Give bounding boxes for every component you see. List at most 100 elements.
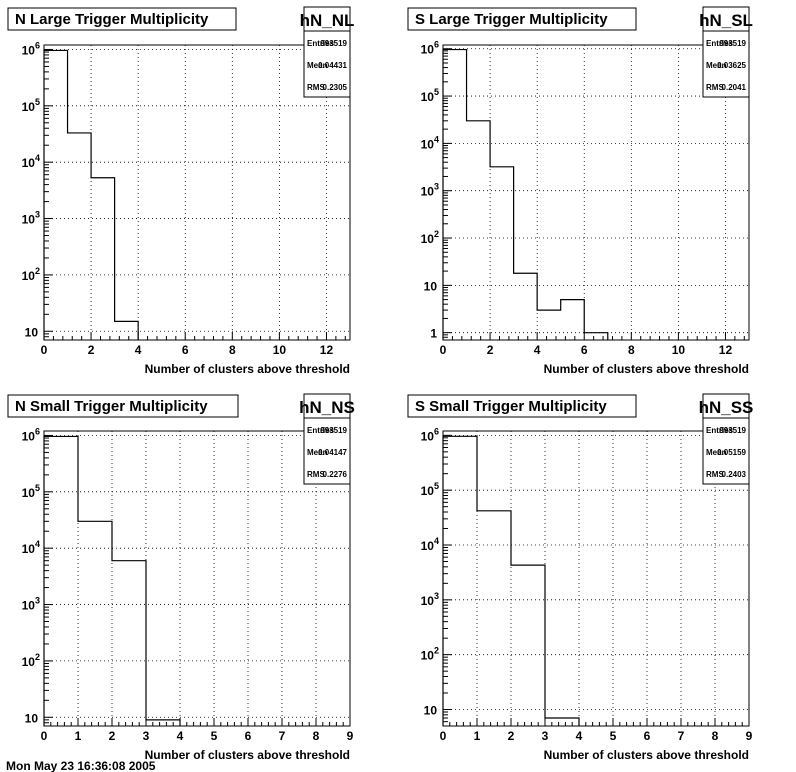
stats-entries-label: Entries: [307, 39, 335, 48]
y-tick-label: 105: [22, 97, 40, 114]
y-tick-label: 106: [22, 40, 40, 57]
stats-mean-label: Mean: [706, 61, 727, 70]
histogram-panel-4: 0 1 2 3 4 5 6 7 8 9 10 102 103 104 105 106 Number of clu…: [407, 393, 754, 762]
histogram-bin: [68, 133, 92, 340]
chart-title: S Large Trigger Multiplicity: [415, 11, 608, 28]
y-tick-label: 103: [22, 210, 40, 227]
histogram-bin: [443, 436, 477, 726]
y-tick-label: 102: [421, 646, 439, 663]
stats-rms-label: RMS: [706, 83, 724, 92]
stats-histogram-name: hN_NL: [300, 11, 355, 30]
stats-entries-value: 993519: [719, 39, 746, 48]
histogram-bin: [112, 561, 146, 726]
chart-title: N Large Trigger Multiplicity: [15, 11, 209, 28]
x-tick-label: 0: [440, 343, 447, 357]
stats-mean-label: Mean: [307, 61, 328, 70]
stats-entries-value: 993519: [320, 39, 347, 48]
histogram-bin: [115, 321, 139, 340]
x-tick-label: 7: [678, 729, 685, 743]
stats-entries-label: Entries: [706, 39, 734, 48]
histogram-panel-3: 0 1 2 3 4 5 6 7 8 9 10 102 103 104 105 106 Number of clu…: [7, 393, 355, 762]
x-tick-label: 6: [245, 729, 252, 743]
histogram-bin: [490, 167, 514, 340]
x-axis-label: Number of clusters above threshold: [145, 748, 350, 762]
x-tick-label: 4: [576, 729, 583, 743]
y-tick-label: 105: [22, 483, 40, 500]
x-tick-label: 3: [143, 729, 150, 743]
y-tick-label: 106: [421, 426, 439, 443]
stats-rms-label: RMS: [307, 83, 325, 92]
x-tick-label: 2: [487, 343, 494, 357]
histogram-bin: [584, 333, 608, 340]
title-box: [407, 394, 637, 418]
footer-timestamp: Mon May 23 16:36:08 2005: [6, 759, 156, 772]
histogram-bin: [537, 310, 561, 340]
y-tick-label: 106: [22, 426, 40, 443]
y-tick-label: 103: [421, 591, 439, 608]
x-tick-label: 10: [672, 343, 686, 357]
x-tick-label: 6: [182, 343, 189, 357]
histogram-bin: [467, 121, 491, 340]
y-tick-label: 103: [22, 596, 40, 613]
histogram-bin: [44, 50, 68, 340]
y-tick-label: 10: [424, 279, 438, 293]
grid: [44, 45, 350, 340]
stats-mean-value: 0.04431: [318, 61, 347, 70]
histogram-panel-1: 0 2 4 6 8 10 12 10 102 103 104 105 106 Number of clus…: [7, 6, 355, 376]
x-tick-label: 12: [719, 343, 733, 357]
x-tick-label: 2: [109, 729, 116, 743]
stats-histogram-name: hN_NS: [299, 398, 355, 417]
x-tick-label: 4: [534, 343, 541, 357]
y-tick-label: 103: [421, 182, 439, 199]
x-tick-label: 6: [644, 729, 651, 743]
stats-entries-value: 993519: [320, 426, 347, 435]
histogram-bin: [78, 521, 112, 726]
x-tick-label: 6: [581, 343, 588, 357]
x-axis-label: Number of clusters above threshold: [544, 748, 749, 762]
stats-mean-value: 0.03625: [717, 61, 746, 70]
title-box: [7, 7, 237, 31]
plot-frame: [442, 430, 750, 727]
y-tick-label: 106: [421, 40, 439, 57]
x-tick-label: 7: [279, 729, 286, 743]
stats-rms-value: 0.2403: [722, 470, 747, 479]
x-tick-label: 5: [610, 729, 617, 743]
stats-entries-label: Entries: [706, 426, 734, 435]
histogram-bin: [91, 178, 115, 340]
plot-frame: [43, 430, 351, 727]
stats-rms-value: 0.2305: [323, 83, 348, 92]
grid: [44, 431, 350, 726]
stats-histogram-name: hN_SS: [699, 398, 754, 417]
histogram-bin: [561, 300, 585, 340]
y-tick-label: 1: [430, 327, 437, 341]
y-tick-label: 102: [22, 266, 40, 283]
x-axis-label: Number of clusters above threshold: [544, 362, 749, 376]
stats-mean-label: Mean: [307, 448, 328, 457]
stats-rms-value: 0.2041: [722, 83, 747, 92]
histogram-panel-2: 0 2 4 6 8 10 12 1 10 102 103 104 105 106 Number of clu…: [407, 6, 753, 376]
plot-frame: [43, 44, 351, 341]
x-tick-label: 8: [313, 729, 320, 743]
histogram-outline: [442, 435, 580, 726]
histogram-bin: [511, 565, 545, 726]
x-tick-label: 12: [320, 343, 334, 357]
x-tick-label: 8: [628, 343, 635, 357]
stats-entries-label: Entries: [307, 426, 335, 435]
stats-histogram-name: hN_SL: [699, 11, 753, 30]
grid: [443, 431, 749, 726]
y-tick-label: 105: [421, 481, 439, 498]
histogram-bin: [477, 511, 511, 726]
y-tick-label: 104: [421, 536, 439, 553]
y-tick-label: 104: [22, 539, 40, 556]
y-tick-label: 102: [22, 652, 40, 669]
chart-title: S Small Trigger Multiplicity: [415, 398, 607, 415]
histogram-outline: [442, 48, 609, 340]
histogram-bin: [514, 273, 538, 340]
x-tick-label: 9: [746, 729, 753, 743]
stats-mean-label: Mean: [706, 448, 727, 457]
y-tick-label: 104: [421, 134, 439, 151]
x-tick-label: 1: [474, 729, 481, 743]
